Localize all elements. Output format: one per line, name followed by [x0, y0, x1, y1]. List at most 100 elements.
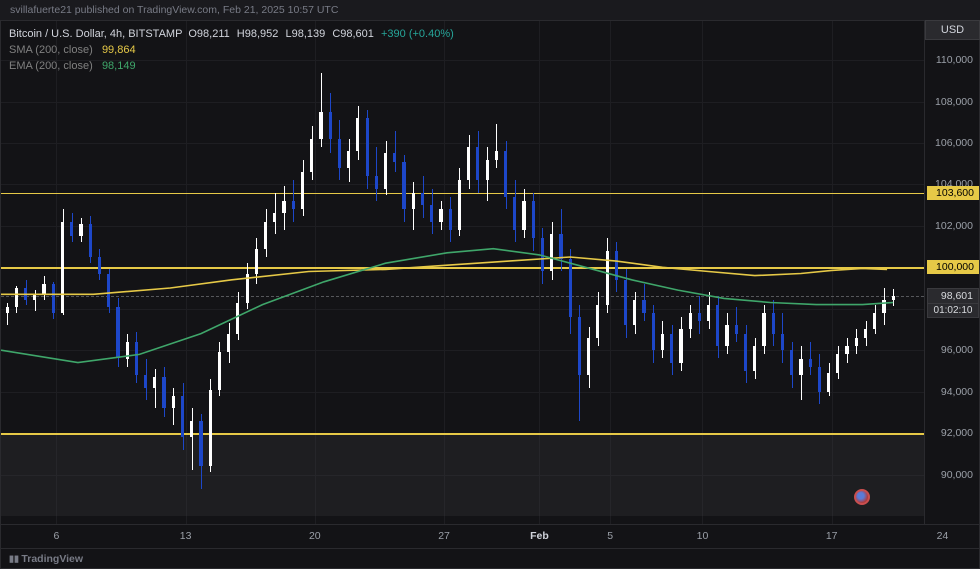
gridline-h: [1, 350, 924, 351]
candle-body: [421, 193, 424, 205]
candle-body: [679, 329, 682, 362]
candle-body: [412, 193, 415, 210]
candle-body: [153, 377, 156, 387]
candle-body: [522, 201, 525, 230]
candle-body: [513, 197, 516, 230]
candle-body: [532, 201, 535, 238]
candle-body: [495, 151, 498, 159]
candle-body: [467, 147, 470, 180]
candle-body: [504, 151, 507, 197]
candle-body: [587, 338, 590, 375]
h-level-line: [1, 433, 924, 435]
candle-body: [799, 359, 802, 376]
candle-body: [818, 367, 821, 392]
y-tick-label: 94,000: [941, 386, 973, 398]
candle-body: [596, 305, 599, 338]
candle-body: [790, 350, 793, 375]
y-tick-label: 110,000: [936, 54, 973, 66]
candle-body: [652, 313, 655, 350]
candle-body: [725, 325, 728, 346]
x-tick-label: 17: [826, 530, 838, 542]
candle-wick: [155, 369, 156, 408]
candle-wick: [736, 307, 737, 342]
candle-body: [172, 396, 175, 408]
price-axis[interactable]: 90,00092,00094,00096,00098,000100,000102…: [925, 20, 980, 525]
candle-body: [246, 274, 249, 303]
h-level-line: [1, 296, 924, 297]
x-tick-label: 20: [309, 530, 321, 542]
candle-body: [541, 238, 544, 271]
candle-body: [236, 303, 239, 334]
candle-body: [135, 342, 138, 375]
publish-text: svillafuerte21 published on TradingView.…: [10, 4, 338, 16]
time-axis[interactable]: 6132027Feb5101724: [0, 525, 980, 549]
candle-body: [273, 213, 276, 221]
candle-body: [762, 313, 765, 346]
candle-body: [892, 296, 895, 300]
candle-wick: [496, 124, 497, 168]
candle-body: [642, 300, 645, 312]
candle-body: [6, 307, 9, 313]
x-tick-label: 5: [607, 530, 613, 542]
current-price-tag: 98,601: [927, 288, 979, 304]
candle-body: [430, 205, 433, 222]
candle-body: [98, 257, 101, 274]
h-level-line: [1, 267, 924, 269]
candle-body: [144, 375, 147, 387]
y-tick-label: 106,000: [935, 137, 973, 149]
candle-body: [356, 118, 359, 151]
candle-body: [338, 139, 341, 168]
candle-body: [70, 222, 73, 237]
candle-body: [116, 307, 119, 359]
x-tick-label: 27: [438, 530, 450, 542]
candle-body: [624, 280, 627, 326]
candle-body: [15, 288, 18, 307]
x-tick-label: 10: [697, 530, 709, 542]
gridline-h: [1, 143, 924, 144]
candle-body: [836, 354, 839, 373]
candle-body: [827, 373, 830, 392]
candle-body: [744, 334, 747, 371]
candle-body: [402, 162, 405, 210]
candle-body: [753, 346, 756, 371]
h-level-label: 103,600: [927, 186, 979, 200]
candle-body: [476, 147, 479, 180]
candle-body: [301, 172, 304, 209]
candle-body: [698, 313, 701, 321]
candle-body: [366, 118, 369, 176]
candle-body: [79, 224, 82, 236]
chart-pane[interactable]: Bitcoin / U.S. Dollar, 4h, BITSTAMP O98,…: [0, 20, 925, 525]
currency-button[interactable]: USD: [925, 20, 980, 40]
candle-body: [209, 390, 212, 467]
candle-body: [606, 251, 609, 305]
candle-body: [707, 305, 710, 322]
candle-body: [855, 338, 858, 346]
candle-wick: [395, 131, 396, 172]
symbol-ohlc: Bitcoin / U.S. Dollar, 4h, BITSTAMP O98,…: [9, 27, 454, 43]
gridline-h: [1, 184, 924, 185]
candle-body: [190, 421, 193, 438]
y-tick-label: 102,000: [935, 220, 973, 232]
candle-body: [199, 421, 202, 467]
candle-body: [578, 317, 581, 375]
gridline-h: [1, 392, 924, 393]
candle-body: [33, 294, 36, 300]
candle-body: [439, 209, 442, 221]
sma-legend: SMA (200, close) 99,864: [9, 43, 454, 59]
candle-body: [24, 288, 27, 300]
candle-body: [282, 201, 285, 213]
candle-body: [781, 334, 784, 351]
candle-body: [107, 274, 110, 307]
candle-body: [61, 222, 64, 313]
candle-body: [375, 176, 378, 188]
candle-body: [569, 259, 572, 317]
candle-body: [255, 249, 258, 274]
candle-wick: [192, 408, 193, 470]
x-tick-label: 24: [937, 530, 949, 542]
x-tick-label: 13: [180, 530, 192, 542]
candle-body: [292, 201, 295, 209]
candle-body: [845, 346, 848, 354]
candle-body: [329, 112, 332, 139]
candle-body: [486, 160, 489, 181]
candle-wick: [35, 290, 36, 311]
